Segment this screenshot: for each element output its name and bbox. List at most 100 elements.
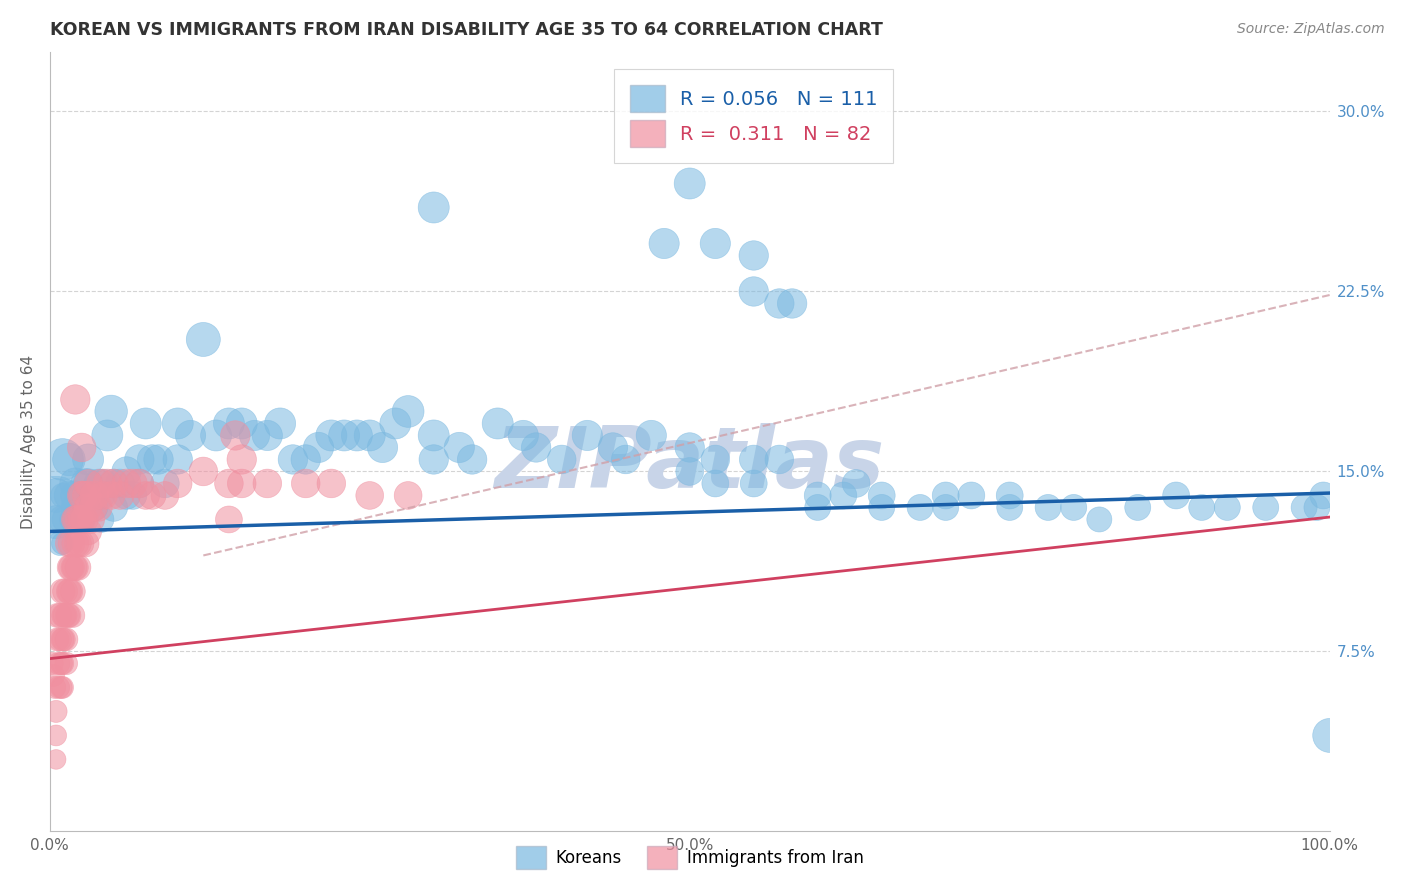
Point [153, 488, 176, 502]
Point [1191, 500, 1213, 515]
Point [69, 536, 91, 550]
Point [742, 285, 765, 299]
Point [294, 452, 316, 467]
Point [135, 488, 157, 502]
Point [218, 512, 240, 526]
Point [77, 500, 100, 515]
Point [422, 428, 444, 442]
Point [70, 512, 93, 526]
Point [75, 536, 97, 550]
Point [70, 488, 93, 502]
Point [59, 584, 82, 599]
Point [1312, 488, 1334, 502]
Point [422, 452, 444, 467]
Point [52, 632, 75, 647]
Point [768, 296, 790, 310]
Point [153, 476, 176, 491]
Point [960, 488, 983, 502]
Point [62, 512, 84, 526]
Point [141, 452, 163, 467]
Point [780, 296, 803, 310]
Point [998, 500, 1021, 515]
Point [48, 681, 70, 695]
Point [45, 728, 67, 742]
Point [45, 705, 67, 719]
Point [58, 608, 80, 623]
Y-axis label: Disability Age 35 to 64: Disability Age 35 to 64 [21, 354, 35, 529]
Point [93, 488, 115, 502]
Point [321, 476, 343, 491]
Point [60, 536, 83, 550]
Point [231, 452, 253, 467]
Point [70, 512, 93, 526]
Point [135, 417, 157, 431]
Point [512, 428, 534, 442]
Point [224, 428, 246, 442]
Point [46, 608, 69, 623]
Point [103, 476, 125, 491]
Point [845, 476, 868, 491]
Point [832, 488, 855, 502]
Point [66, 560, 89, 574]
Point [70, 488, 93, 502]
Point [742, 248, 765, 262]
Point [63, 560, 86, 574]
Point [82, 500, 104, 515]
Point [53, 584, 76, 599]
Point [1063, 500, 1085, 515]
Point [1216, 500, 1239, 515]
Point [65, 488, 87, 502]
Point [704, 452, 727, 467]
Point [46, 632, 69, 647]
Point [141, 488, 163, 502]
Point [870, 488, 893, 502]
Point [166, 452, 188, 467]
Point [935, 500, 957, 515]
Point [1088, 512, 1111, 526]
Point [449, 441, 471, 455]
Point [65, 392, 87, 407]
Point [58, 452, 80, 467]
Point [48, 657, 70, 671]
Point [768, 452, 790, 467]
Point [45, 500, 67, 515]
Point [75, 476, 97, 491]
Point [128, 452, 150, 467]
Point [72, 488, 94, 502]
Point [87, 500, 110, 515]
Point [53, 608, 76, 623]
Point [166, 476, 188, 491]
Point [122, 476, 145, 491]
Point [58, 584, 80, 599]
Point [42, 668, 65, 682]
Point [59, 560, 82, 574]
Point [100, 404, 122, 418]
Point [62, 608, 84, 623]
Point [128, 476, 150, 491]
Point [44, 681, 66, 695]
Point [704, 476, 727, 491]
Point [524, 441, 547, 455]
Point [256, 428, 278, 442]
Point [115, 476, 138, 491]
Point [51, 452, 73, 467]
Point [77, 476, 100, 491]
Point [70, 441, 93, 455]
Point [128, 476, 150, 491]
Point [45, 512, 67, 526]
Point [1166, 488, 1188, 502]
Point [51, 657, 73, 671]
Point [51, 681, 73, 695]
Point [90, 488, 112, 502]
Point [51, 681, 73, 695]
Point [551, 452, 574, 467]
Point [396, 404, 419, 418]
Point [49, 632, 72, 647]
Point [180, 428, 202, 442]
Point [371, 441, 394, 455]
Point [79, 512, 101, 526]
Point [205, 428, 228, 442]
Point [87, 476, 110, 491]
Point [65, 512, 87, 526]
Point [422, 201, 444, 215]
